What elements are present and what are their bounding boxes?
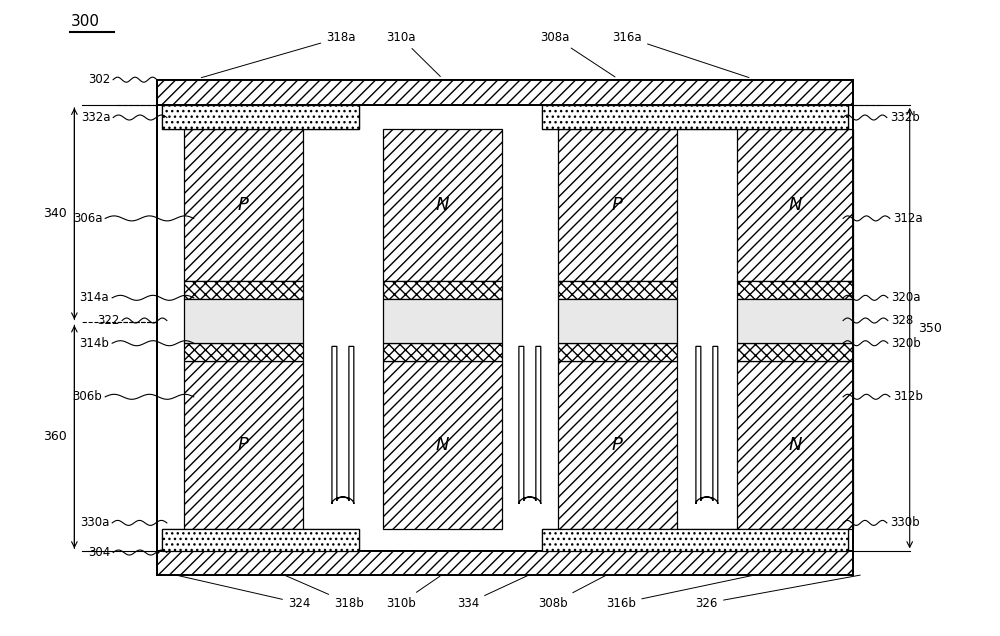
- Bar: [184, 343, 303, 361]
- Bar: [383, 129, 502, 282]
- Bar: [162, 105, 359, 129]
- Bar: [162, 105, 359, 129]
- Text: 326: 326: [696, 575, 860, 610]
- Text: N: N: [436, 436, 449, 454]
- Text: 310b: 310b: [386, 576, 440, 610]
- Text: 306a: 306a: [73, 212, 102, 225]
- Text: 306b: 306b: [72, 391, 102, 403]
- Text: 316a: 316a: [612, 31, 749, 78]
- Bar: [558, 282, 677, 299]
- Text: 314b: 314b: [79, 336, 109, 350]
- Bar: [383, 282, 502, 299]
- Text: 300: 300: [70, 14, 99, 29]
- Text: P: P: [238, 436, 249, 454]
- Bar: [737, 129, 853, 282]
- Bar: [558, 361, 677, 529]
- Bar: [542, 105, 848, 129]
- Bar: [157, 80, 853, 105]
- Bar: [157, 551, 853, 574]
- Text: 340: 340: [43, 207, 66, 220]
- Text: N: N: [436, 196, 449, 214]
- Text: 322: 322: [97, 314, 119, 327]
- Text: 304: 304: [88, 546, 110, 559]
- Bar: [157, 80, 853, 105]
- Bar: [184, 129, 303, 282]
- Text: 314a: 314a: [80, 291, 109, 304]
- Bar: [184, 282, 303, 299]
- Bar: [184, 299, 303, 343]
- Text: 330a: 330a: [80, 516, 109, 529]
- Bar: [383, 299, 502, 343]
- Bar: [542, 529, 848, 551]
- Text: 308a: 308a: [540, 31, 615, 77]
- Text: 312a: 312a: [893, 212, 922, 225]
- Polygon shape: [696, 347, 718, 504]
- Bar: [558, 343, 677, 361]
- Bar: [184, 361, 303, 529]
- Text: P: P: [238, 196, 249, 214]
- Text: 334: 334: [457, 576, 527, 610]
- Bar: [162, 529, 359, 551]
- Text: 318b: 318b: [286, 576, 364, 610]
- Bar: [558, 129, 677, 282]
- Bar: [737, 282, 853, 299]
- Text: P: P: [612, 436, 623, 454]
- Bar: [737, 361, 853, 529]
- Polygon shape: [519, 347, 541, 504]
- Text: N: N: [788, 436, 802, 454]
- Text: 312b: 312b: [893, 391, 923, 403]
- Text: 350: 350: [918, 322, 942, 335]
- Bar: [542, 105, 848, 129]
- Polygon shape: [332, 347, 354, 504]
- Text: 318a: 318a: [201, 31, 356, 78]
- Bar: [157, 80, 853, 574]
- Text: 324: 324: [177, 575, 310, 610]
- Text: 332a: 332a: [81, 111, 110, 124]
- Text: 320a: 320a: [891, 291, 920, 304]
- Text: 316b: 316b: [606, 575, 754, 610]
- Text: 308b: 308b: [538, 576, 605, 610]
- Bar: [558, 299, 677, 343]
- Bar: [162, 529, 359, 551]
- Bar: [542, 529, 848, 551]
- Text: 328: 328: [891, 314, 913, 327]
- Text: N: N: [788, 196, 802, 214]
- Text: 302: 302: [88, 73, 110, 86]
- Bar: [737, 299, 853, 343]
- Bar: [383, 361, 502, 529]
- Text: 310a: 310a: [386, 31, 440, 76]
- Text: P: P: [612, 196, 623, 214]
- Text: 330b: 330b: [890, 516, 919, 529]
- Bar: [383, 343, 502, 361]
- Text: 360: 360: [43, 431, 66, 443]
- Text: 320b: 320b: [891, 336, 921, 350]
- Text: 332b: 332b: [890, 111, 920, 124]
- Bar: [157, 551, 853, 574]
- Bar: [737, 343, 853, 361]
